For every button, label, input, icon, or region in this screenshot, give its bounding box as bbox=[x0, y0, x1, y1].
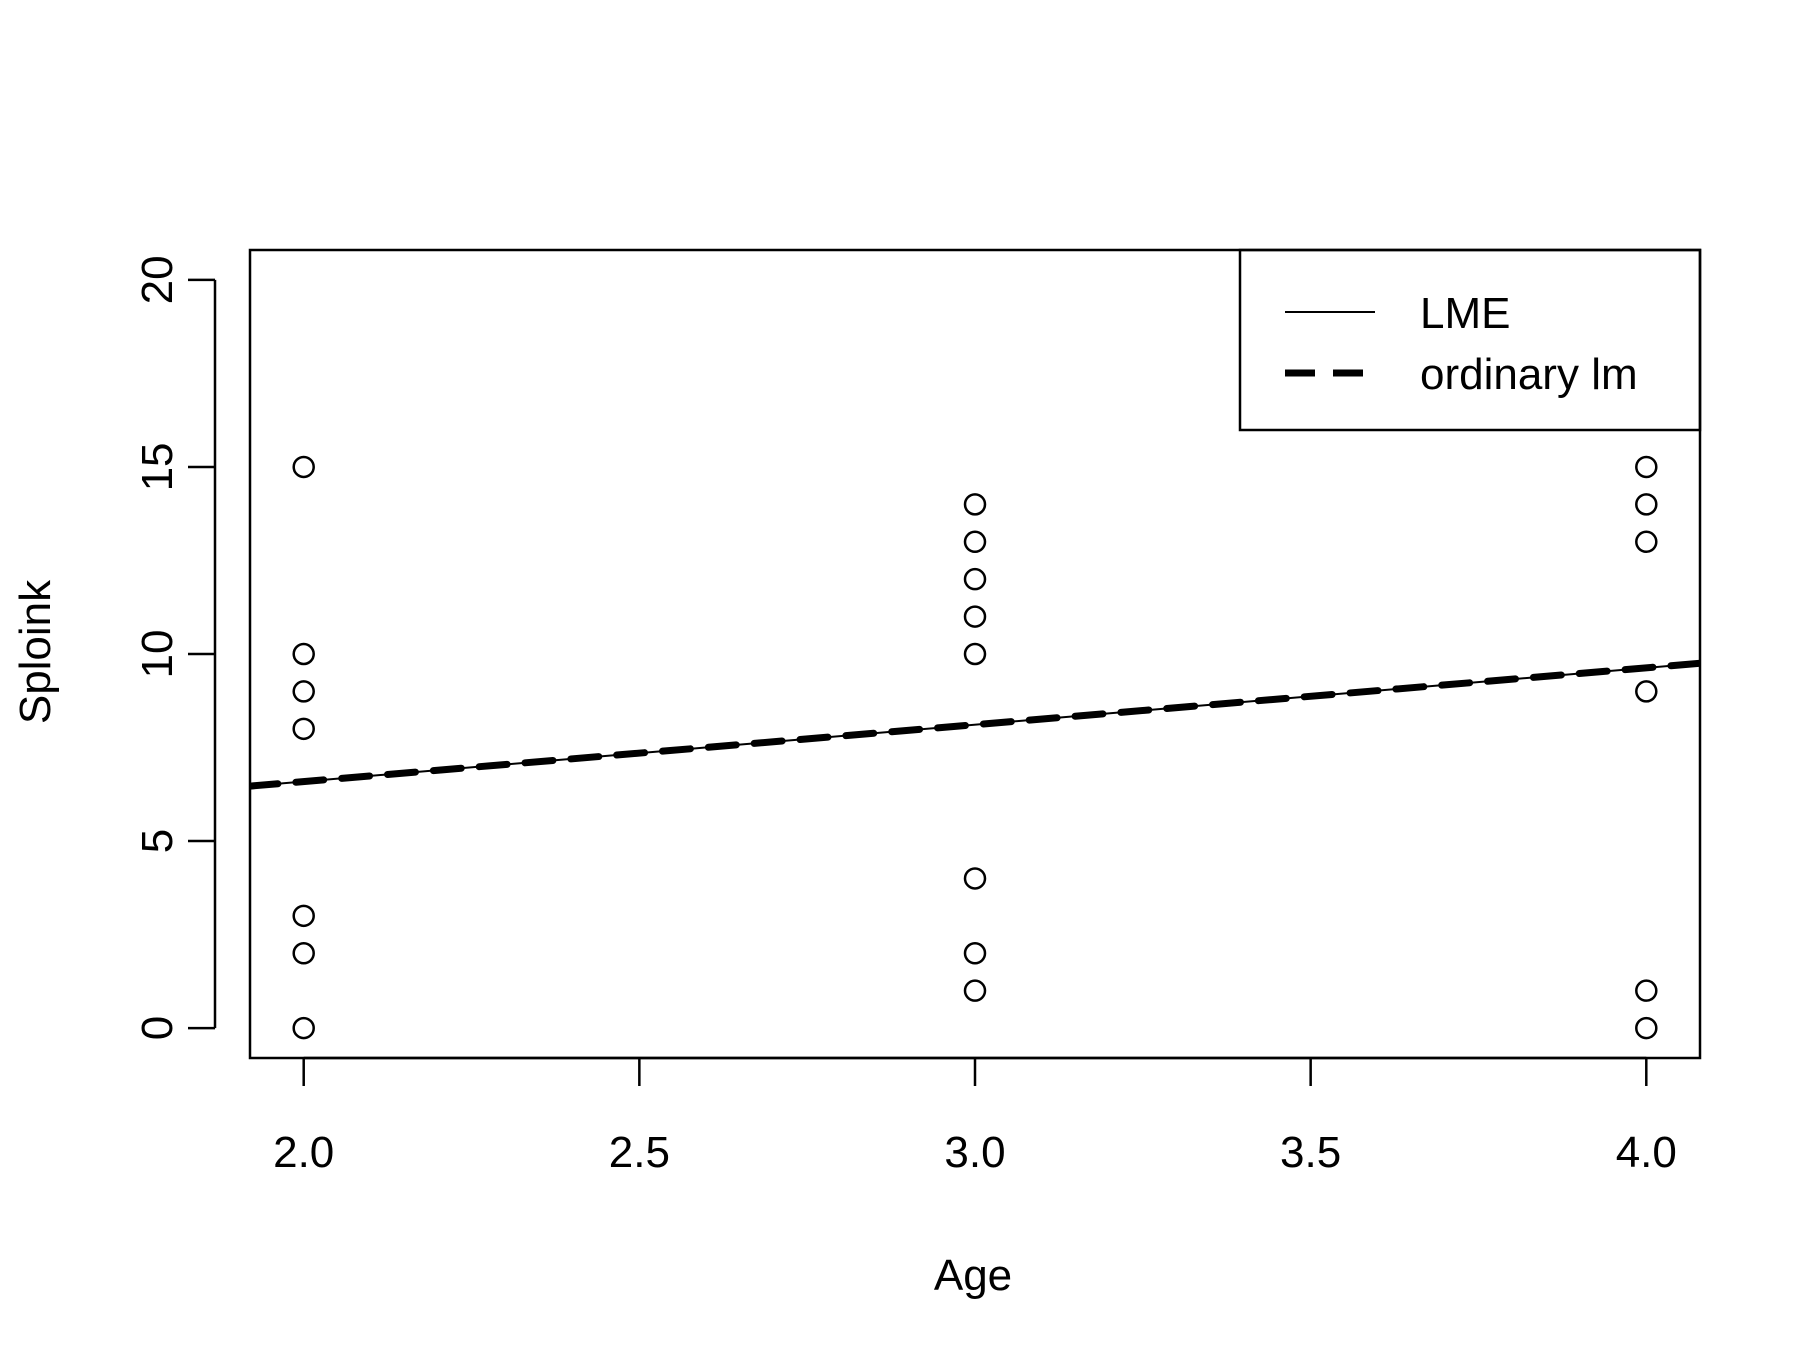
y-tick-label: 20 bbox=[133, 255, 182, 304]
data-point bbox=[292, 1016, 315, 1040]
data-point bbox=[963, 942, 987, 965]
data-point bbox=[292, 680, 315, 703]
data-point bbox=[963, 642, 987, 666]
x-axis-label: Age bbox=[934, 1251, 1012, 1300]
regression-lines bbox=[250, 659, 1700, 790]
x-tick-label: 4.0 bbox=[1616, 1128, 1677, 1177]
x-axis: 2.0 2.5 3.0 3.5 4.0 bbox=[273, 1056, 1677, 1177]
data-point bbox=[963, 567, 987, 591]
legend-label: ordinary lm bbox=[1420, 350, 1638, 399]
lme-line bbox=[250, 662, 1700, 788]
data-point bbox=[1635, 493, 1658, 516]
plot-content bbox=[250, 455, 1700, 1040]
y-axis-label: Sploink bbox=[11, 579, 60, 724]
data-point bbox=[1635, 455, 1658, 479]
data-point bbox=[963, 867, 987, 890]
y-axis: 0 5 10 15 20 bbox=[133, 255, 217, 1040]
x-tick-label: 3.0 bbox=[944, 1128, 1005, 1177]
data-point bbox=[1635, 530, 1658, 554]
data-point bbox=[1635, 680, 1658, 703]
ordinary-lm-line bbox=[250, 659, 1700, 790]
data-point bbox=[292, 904, 315, 928]
plot-frame bbox=[248, 248, 1702, 1060]
x-tick-label: 2.0 bbox=[273, 1128, 334, 1177]
y-tick-label: 15 bbox=[133, 442, 182, 491]
data-point bbox=[963, 493, 987, 516]
data-point bbox=[292, 942, 315, 965]
data-point bbox=[963, 979, 987, 1002]
y-tick-label: 5 bbox=[133, 829, 182, 853]
data-point bbox=[292, 455, 315, 479]
data-point bbox=[1635, 1016, 1658, 1040]
data-point bbox=[1635, 979, 1658, 1002]
legend-label: LME bbox=[1420, 289, 1510, 338]
data-point bbox=[963, 530, 987, 554]
x-tick-label: 3.5 bbox=[1280, 1128, 1341, 1177]
data-points bbox=[292, 455, 1658, 1040]
data-point bbox=[292, 642, 315, 666]
y-tick-label: 10 bbox=[133, 630, 182, 679]
legend-box bbox=[1238, 248, 1702, 432]
legend: LME ordinary lm bbox=[1238, 248, 1702, 432]
data-point bbox=[292, 717, 315, 741]
y-tick-label: 0 bbox=[133, 1016, 182, 1040]
data-point bbox=[963, 605, 987, 628]
x-tick-label: 2.5 bbox=[609, 1128, 670, 1177]
